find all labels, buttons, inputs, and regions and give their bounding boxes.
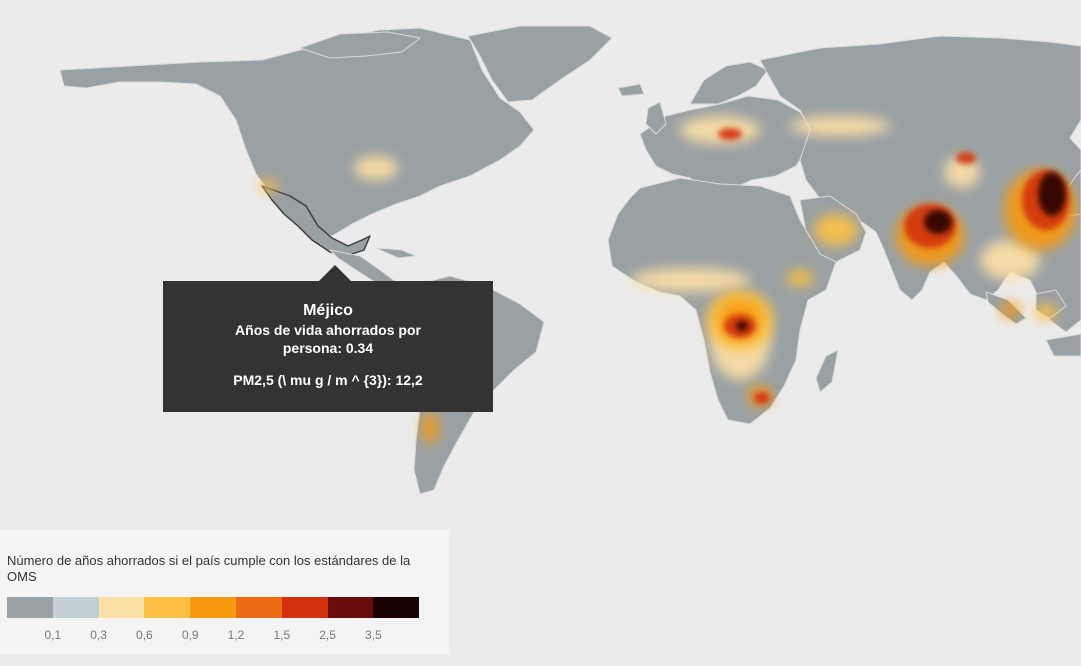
- legend-tick-label: 0,6: [136, 628, 153, 642]
- mexico: [261, 185, 371, 257]
- iceland: [617, 83, 645, 97]
- legend-swatch-7: [327, 597, 374, 618]
- legend-tick-label: 0,9: [181, 628, 199, 642]
- legend-tick-label: 1,5: [273, 628, 291, 642]
- legend-swatch-2: [98, 597, 145, 618]
- legend-swatch-0: [7, 597, 53, 618]
- legend-swatch-1: [52, 597, 99, 618]
- madagascar: [815, 349, 839, 393]
- north-america: [59, 27, 535, 237]
- legend-tick-label: 0,1: [44, 628, 62, 642]
- tooltip-country-name: Méjico: [303, 302, 353, 319]
- pollution-overlay: [258, 116, 1076, 444]
- uk: [645, 101, 667, 135]
- legend-swatch-4: [190, 597, 236, 618]
- caribbean: [375, 247, 417, 259]
- tooltip-years-line-1: Años de vida ahorrados por: [235, 322, 421, 338]
- legend-swatch-3: [144, 597, 191, 618]
- legend-tick-label: 1,2: [227, 628, 245, 642]
- legend-title: Número de años ahorrados si el país cump…: [7, 553, 411, 584]
- legend-swatch-8: [373, 597, 420, 618]
- legend-tick-label: 2,5: [319, 628, 336, 642]
- tooltip-years-line-2: persona: 0.34: [282, 340, 374, 356]
- country-tooltip: Méjico Años de vida ahorrados por person…: [163, 265, 493, 412]
- tooltip-pm25: PM2,5 (\ mu g / m ^ {3}): 12,2: [233, 372, 423, 388]
- legend-swatch-5: [235, 597, 282, 618]
- legend-tick-label: 3,5: [365, 628, 382, 642]
- legend-tick-label: 0,3: [90, 628, 107, 642]
- legend-swatch-6: [281, 597, 328, 618]
- new-guinea: [1045, 333, 1081, 357]
- legend-color-scale: [7, 597, 420, 618]
- legend-tick-labels: 0,1 0,3 0,6 0,9 1,2 1,5 2,5 3,5: [7, 628, 427, 644]
- greenland: [467, 25, 613, 103]
- legend: Número de años ahorrados si el país cump…: [0, 530, 449, 654]
- arctic-islands: [299, 31, 421, 59]
